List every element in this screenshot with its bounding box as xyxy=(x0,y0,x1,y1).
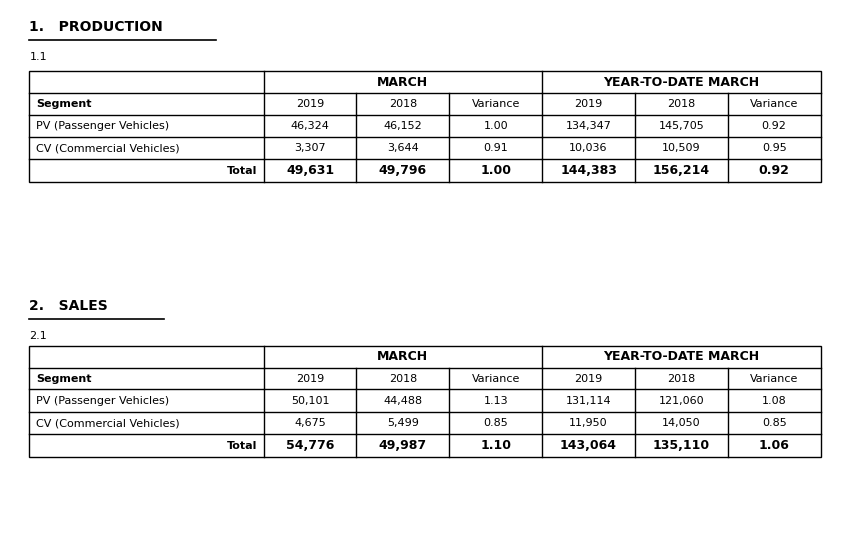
Text: Total: Total xyxy=(227,166,257,176)
Text: 0.85: 0.85 xyxy=(762,418,786,428)
Text: 49,796: 49,796 xyxy=(379,164,427,177)
Bar xyxy=(30,346,820,457)
Text: 143,064: 143,064 xyxy=(560,439,617,452)
Text: 1.13: 1.13 xyxy=(484,396,508,405)
Text: 10,036: 10,036 xyxy=(570,143,608,153)
Text: YEAR-TO-DATE MARCH: YEAR-TO-DATE MARCH xyxy=(604,351,759,364)
Text: Variance: Variance xyxy=(750,374,798,384)
Text: 11,950: 11,950 xyxy=(570,418,608,428)
Text: 2018: 2018 xyxy=(388,99,417,109)
Text: Variance: Variance xyxy=(472,99,520,109)
Text: 5,499: 5,499 xyxy=(387,418,419,428)
Text: 121,060: 121,060 xyxy=(659,396,704,405)
Text: 1.10: 1.10 xyxy=(480,439,511,452)
Text: 0.85: 0.85 xyxy=(484,418,508,428)
Bar xyxy=(30,71,820,182)
Text: MARCH: MARCH xyxy=(377,75,428,88)
Text: 1.1: 1.1 xyxy=(30,52,47,62)
Text: 0.92: 0.92 xyxy=(759,164,790,177)
Text: Segment: Segment xyxy=(37,99,92,109)
Text: 1.00: 1.00 xyxy=(480,164,511,177)
Text: 49,987: 49,987 xyxy=(379,439,427,452)
Text: 2019: 2019 xyxy=(296,99,324,109)
Text: 2018: 2018 xyxy=(667,99,695,109)
Text: YEAR-TO-DATE MARCH: YEAR-TO-DATE MARCH xyxy=(604,75,759,88)
Text: PV (Passenger Vehicles): PV (Passenger Vehicles) xyxy=(37,121,169,131)
Text: 0.95: 0.95 xyxy=(762,143,786,153)
Text: 144,383: 144,383 xyxy=(560,164,617,177)
Text: 145,705: 145,705 xyxy=(659,121,705,131)
Text: 2019: 2019 xyxy=(575,99,603,109)
Text: 2019: 2019 xyxy=(575,374,603,384)
Text: 131,114: 131,114 xyxy=(566,396,611,405)
Text: 4,675: 4,675 xyxy=(294,418,326,428)
Text: CV (Commercial Vehicles): CV (Commercial Vehicles) xyxy=(37,143,180,153)
Text: 2019: 2019 xyxy=(296,374,324,384)
Text: 2.   SALES: 2. SALES xyxy=(30,299,108,313)
Text: 2018: 2018 xyxy=(667,374,695,384)
Text: Variance: Variance xyxy=(472,374,520,384)
Text: 46,324: 46,324 xyxy=(291,121,330,131)
Text: 1.   PRODUCTION: 1. PRODUCTION xyxy=(30,20,163,34)
Text: 46,152: 46,152 xyxy=(383,121,422,131)
Text: 1.06: 1.06 xyxy=(759,439,790,452)
Text: 54,776: 54,776 xyxy=(286,439,334,452)
Text: 135,110: 135,110 xyxy=(653,439,710,452)
Text: Segment: Segment xyxy=(37,374,92,384)
Text: Variance: Variance xyxy=(750,99,798,109)
Text: 134,347: 134,347 xyxy=(565,121,611,131)
Text: 156,214: 156,214 xyxy=(653,164,710,177)
Text: 0.92: 0.92 xyxy=(762,121,786,131)
Text: 49,631: 49,631 xyxy=(286,164,334,177)
Text: PV (Passenger Vehicles): PV (Passenger Vehicles) xyxy=(37,396,169,405)
Text: 14,050: 14,050 xyxy=(662,418,700,428)
Text: 2.1: 2.1 xyxy=(30,331,47,341)
Text: CV (Commercial Vehicles): CV (Commercial Vehicles) xyxy=(37,418,180,428)
Text: 44,488: 44,488 xyxy=(383,396,422,405)
Text: MARCH: MARCH xyxy=(377,351,428,364)
Text: 2018: 2018 xyxy=(388,374,417,384)
Text: 1.08: 1.08 xyxy=(762,396,786,405)
Text: 10,509: 10,509 xyxy=(662,143,700,153)
Text: 3,644: 3,644 xyxy=(387,143,419,153)
Text: 3,307: 3,307 xyxy=(294,143,326,153)
Text: Total: Total xyxy=(227,441,257,450)
Text: 50,101: 50,101 xyxy=(291,396,329,405)
Text: 0.91: 0.91 xyxy=(484,143,508,153)
Text: 1.00: 1.00 xyxy=(484,121,508,131)
